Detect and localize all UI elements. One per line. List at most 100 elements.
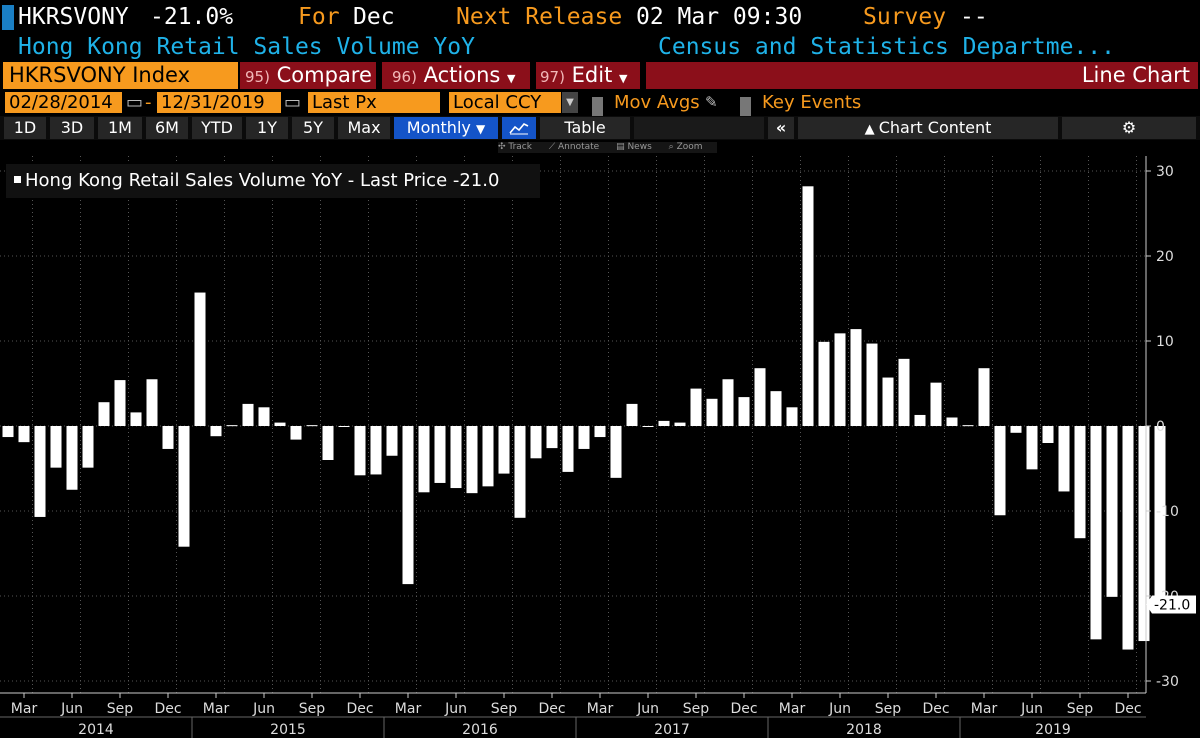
bar [1058,426,1070,492]
bar [834,333,846,426]
collapse-icon[interactable]: « [768,117,794,139]
currency-dropdown-icon[interactable]: ▼ [562,92,578,113]
x-tick-label: Mar [11,701,38,717]
news-tool[interactable]: ▤ News [616,142,652,152]
period-1y[interactable]: 1Y [246,117,288,139]
chart-content-button[interactable]: ▲ Chart Content [798,117,1058,139]
bar [594,426,606,438]
bar [930,382,942,426]
line-chart-icon[interactable] [502,117,536,139]
bar [114,380,126,426]
edit-button[interactable]: 97) Edit ▼ [536,62,640,89]
period-3d[interactable]: 3D [50,117,94,139]
bar [818,341,830,426]
bar [882,377,894,426]
survey-value: -- [960,4,988,30]
y-tick-label: 20 [1156,249,1174,265]
bar [242,403,254,426]
period-1d[interactable]: 1D [4,117,46,139]
period-1m[interactable]: 1M [98,117,142,139]
frequency-label: Monthly [406,118,471,137]
bar [322,426,334,460]
for-label: For [298,4,340,30]
bar [98,402,110,426]
currency-select[interactable]: Local CCY [449,92,561,113]
bar [722,379,734,426]
bar [482,426,494,487]
period-5y[interactable]: 5Y [292,117,334,139]
x-year-label: 2014 [78,722,114,738]
actions-dropdown-icon: ▼ [507,72,516,85]
compare-button[interactable]: 95) Compare [240,62,376,89]
bar [450,426,462,489]
mov-avgs-checkbox[interactable] [592,97,603,118]
bar [466,426,478,494]
bar [658,420,670,426]
x-tick-label: Sep [875,701,902,717]
bar [66,426,78,490]
bar [402,426,414,585]
key-events-checkbox[interactable] [740,97,751,118]
start-date-field[interactable]: 02/28/2014 [5,92,122,113]
chart-content-icon: ▲ [864,122,879,137]
spacer [634,117,764,139]
bar [754,368,766,426]
y-tick-label: 0 [1156,419,1165,435]
bar [2,426,14,438]
field-select[interactable]: Last Px [308,92,440,113]
compare-number: 95) [245,68,270,86]
series-title-row: Hong Kong Retail Sales Volume YoY Census… [0,34,1200,60]
track-tool[interactable]: ✣ Track [498,142,532,152]
bar [962,425,974,427]
chart-tools: ✣ Track ⟋ Annotate ▤ News ⌕ Zoom [498,142,717,153]
bar [1106,426,1118,597]
annotate-label: Annotate [558,142,600,152]
bar [498,426,510,474]
source-name: Census and Statistics Departme... [658,34,1115,60]
bar [1026,426,1038,470]
end-calendar-icon[interactable]: ▭ [284,92,302,113]
start-calendar-icon[interactable]: ▭ [126,92,144,113]
actions-button[interactable]: 96) Actions ▼ [382,62,530,89]
annotate-tool[interactable]: ⟋ Annotate [548,142,600,152]
x-tick-label: Dec [922,701,949,717]
bar [258,407,270,426]
bar [770,391,782,426]
bar [34,426,46,517]
x-tick-label: Jun [60,701,83,717]
series-title: Hong Kong Retail Sales Volume YoY [18,34,475,60]
period-ytd[interactable]: YTD [192,117,242,139]
chart-type-button[interactable]: Line Chart [646,62,1198,89]
pencil-icon[interactable]: ✎ [705,93,718,111]
bar [274,422,286,426]
x-tick-label: Jun [1020,701,1043,717]
last-value: -21.0% [150,4,234,30]
bar [1154,426,1166,605]
bar [210,426,222,437]
zoom-label: Zoom [676,142,703,152]
period-max[interactable]: Max [338,117,390,139]
ticker-index-field[interactable]: HKRSVONY Index [3,62,238,89]
frequency-select[interactable]: Monthly ▼ [394,117,498,139]
bar [18,426,30,443]
x-tick-label: Dec [346,701,373,717]
period-value: Dec [353,4,395,30]
x-tick-label: Dec [154,701,181,717]
end-date-field[interactable]: 12/31/2019 [157,92,281,113]
bar [1090,426,1102,640]
zoom-tool[interactable]: ⌕ Zoom [668,142,703,152]
last-value-tag [1146,595,1196,614]
x-tick-label: Jun [636,701,659,717]
settings-gear-icon[interactable]: ⚙ [1062,117,1196,139]
x-tick-label: Mar [971,701,998,717]
mov-avgs-label: Mov Avgs [614,92,700,113]
bar [194,292,206,426]
x-tick-label: Mar [203,701,230,717]
x-tick-label: Jun [444,701,467,717]
legend-swatch [14,176,21,183]
table-button[interactable]: Table [540,117,630,139]
ticker-symbol[interactable]: HKRSVONY [18,4,129,30]
date-range-row: 02/28/2014 ▭ - 12/31/2019 ▭ Last Px Loca… [0,92,1200,118]
period-6m[interactable]: 6M [146,117,188,139]
